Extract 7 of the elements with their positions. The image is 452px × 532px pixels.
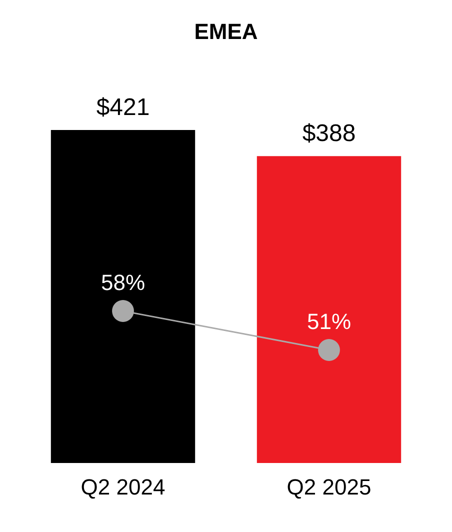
data-label: 58% [100, 270, 146, 295]
data-label: $421 [96, 94, 150, 121]
data-label: 51% [306, 309, 352, 334]
x-tick-label: Q2 2025 [286, 474, 372, 500]
x-tick-label: Q2 2024 [80, 474, 166, 500]
data-label: $388 [302, 120, 356, 148]
chart-title: EMEA [194, 19, 258, 44]
